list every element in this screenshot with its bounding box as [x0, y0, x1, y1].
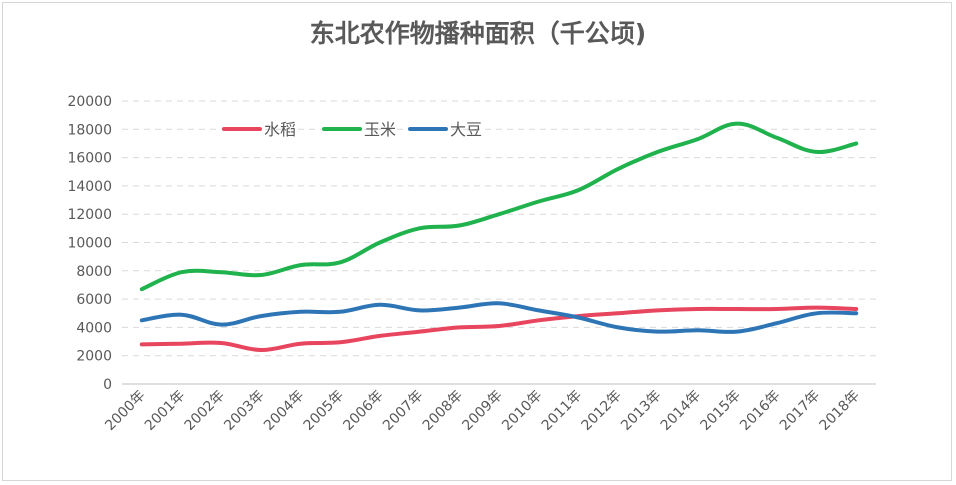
- legend-label-rice: 水稻: [264, 120, 296, 139]
- x-tick-label: 2016年: [737, 388, 783, 434]
- legend: 水稻 玉米 大豆: [222, 120, 482, 139]
- x-tick-label: 2015年: [698, 388, 744, 434]
- x-tick-label: 2003年: [221, 388, 267, 434]
- x-tick-label: 2008年: [420, 388, 466, 434]
- y-tick-label: 14000: [67, 179, 112, 195]
- x-tick-label: 2000年: [102, 388, 148, 434]
- y-tick-label: 8000: [76, 264, 112, 280]
- x-tick-label: 2002年: [182, 388, 228, 434]
- y-tick-label: 2000: [76, 349, 112, 365]
- x-tick-label: 2006年: [340, 388, 386, 434]
- y-tick-label: 18000: [67, 122, 112, 138]
- x-tick-label: 2013年: [618, 388, 664, 434]
- y-tick-label: 20000: [67, 94, 112, 110]
- x-tick-label: 2005年: [301, 388, 347, 434]
- y-tick-label: 4000: [76, 320, 112, 336]
- series-layer: [139, 121, 859, 353]
- chart-title: 东北农作物播种面积（千公顷): [310, 19, 646, 48]
- x-axis-ticks: 2000年2001年2002年2003年2004年2005年2006年2007年…: [102, 388, 863, 434]
- series-line-rice: [139, 305, 859, 353]
- x-tick-label: 2007年: [380, 388, 426, 434]
- y-axis-ticks: 0 2000 4000 6000 8000 10000 12000 14000 16000 180…: [67, 94, 112, 393]
- y-tick-label: 6000: [76, 292, 112, 308]
- legend-label-corn: 玉米: [364, 120, 396, 139]
- x-tick-label: 2009年: [459, 388, 505, 434]
- y-tick-label: 0: [103, 377, 112, 393]
- grid-layer: [122, 100, 876, 385]
- x-tick-label: 2012年: [578, 388, 624, 434]
- series-line-corn: [139, 121, 859, 292]
- y-tick-label: 12000: [67, 207, 112, 223]
- x-tick-label: 2010年: [499, 388, 545, 434]
- x-tick-label: 2014年: [658, 388, 704, 434]
- y-tick-label: 16000: [67, 151, 112, 167]
- legend-label-soybean: 大豆: [450, 120, 482, 139]
- x-tick-label: 2018年: [817, 388, 863, 434]
- x-tick-label: 2004年: [261, 388, 307, 434]
- series-line-soybean: [139, 301, 859, 334]
- y-tick-label: 10000: [67, 236, 112, 252]
- x-tick-label: 2011年: [539, 388, 585, 434]
- x-tick-label: 2017年: [777, 388, 823, 434]
- x-tick-label: 2001年: [142, 388, 188, 434]
